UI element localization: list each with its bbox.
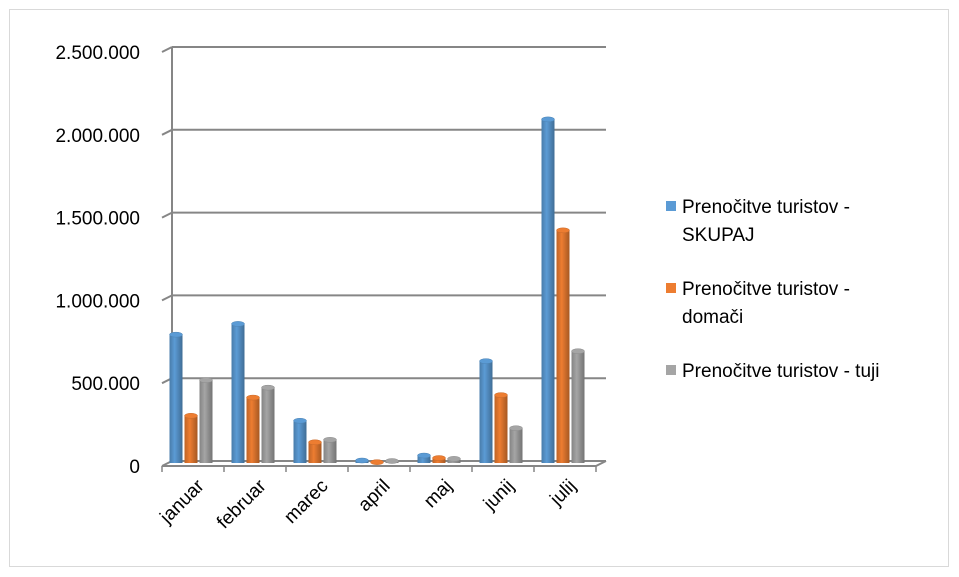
bar-cap <box>308 439 322 446</box>
bar-cap <box>246 394 260 401</box>
bar-body <box>323 439 337 463</box>
chart-frame <box>9 9 949 567</box>
bar-body <box>184 415 198 463</box>
legend-label: SKUPAJ <box>682 225 755 246</box>
bar-body <box>293 420 307 463</box>
x-tick-label: marec <box>280 476 332 528</box>
bar-body <box>169 334 183 463</box>
bar-body <box>494 395 508 463</box>
x-tick-label: junij <box>479 476 518 515</box>
gridline-tick <box>161 128 173 136</box>
bar <box>184 413 198 463</box>
bar <box>231 321 245 463</box>
bar-body <box>417 455 431 463</box>
bar-cap <box>184 413 198 419</box>
x-tick-label: maj <box>420 476 457 513</box>
bar-cap <box>541 116 555 123</box>
bar-body <box>556 230 570 463</box>
y-tick-label: 2.500.000 <box>55 43 140 64</box>
bar-body <box>541 119 555 463</box>
bar <box>355 457 369 464</box>
bar-body <box>308 442 322 463</box>
bar-body <box>571 351 585 463</box>
gridlines <box>161 46 607 472</box>
legend-entry: Prenočitve turistov - SKUPAJ <box>666 197 850 246</box>
x-axis-ticks: januar februar marec april maj junij julij <box>156 475 581 533</box>
x-tick-label: februar <box>213 475 271 533</box>
bar-cap <box>261 384 275 391</box>
bar <box>261 384 275 463</box>
gridline-tick <box>161 294 173 302</box>
legend-label: domači <box>682 307 743 328</box>
x-tick-label: april <box>354 476 394 516</box>
bar-cap <box>199 377 213 383</box>
bar <box>308 439 322 463</box>
bar <box>169 331 183 463</box>
legend-label: Prenočitve turistov - <box>682 279 850 300</box>
bar-body <box>246 397 260 463</box>
bar <box>199 377 213 463</box>
bar <box>541 116 555 463</box>
bar-cap <box>417 452 431 459</box>
bar <box>293 418 307 463</box>
legend-entry: Prenočitve turistov - domači <box>666 279 850 328</box>
bar-body <box>231 323 245 463</box>
bar <box>417 452 431 463</box>
legend-label: Prenočitve turistov - <box>682 197 850 218</box>
bar <box>479 358 493 463</box>
bar-cap <box>293 418 307 424</box>
bar <box>323 437 337 463</box>
bar-cap <box>494 392 508 398</box>
bars <box>169 116 585 465</box>
bar-cap <box>556 227 570 234</box>
bar <box>385 458 399 464</box>
bar-cap <box>323 437 337 443</box>
bar-cap <box>355 457 369 464</box>
bar-body <box>509 428 523 463</box>
bar-body <box>261 387 275 463</box>
floor-right-edge <box>595 460 607 467</box>
legend-swatch <box>666 201 676 211</box>
x-tick-label: januar <box>156 475 209 528</box>
bar <box>447 456 461 463</box>
bar-cap <box>231 321 245 327</box>
bar-cap <box>571 348 585 354</box>
bar-body <box>479 361 493 463</box>
bar-cap <box>385 458 399 464</box>
bar <box>509 425 523 463</box>
bar <box>571 348 585 463</box>
bar-cap <box>169 331 183 338</box>
bar <box>494 392 508 463</box>
y-tick-label: 0 <box>129 457 140 478</box>
bar-cap <box>509 425 523 431</box>
legend-swatch <box>666 283 676 293</box>
gridline-tick <box>161 46 173 53</box>
x-tick-label: julij <box>546 476 581 511</box>
bar-body <box>199 380 213 463</box>
y-tick-label: 500.000 <box>71 374 140 395</box>
bar <box>246 394 260 463</box>
bar <box>370 459 384 465</box>
legend-label: Prenočitve turistov - tuji <box>682 361 879 382</box>
y-tick-label: 1.500.000 <box>55 209 140 230</box>
bar-cap <box>479 358 493 364</box>
legend-swatch <box>666 365 676 375</box>
y-tick-label: 1.000.000 <box>55 291 140 312</box>
bar-cap <box>447 456 461 462</box>
y-tick-label: 2.000.000 <box>55 126 140 147</box>
bar <box>432 455 446 463</box>
gridline-tick <box>161 211 173 219</box>
bar-cap <box>370 459 384 465</box>
bar-cap <box>432 455 446 461</box>
legend-entry: Prenočitve turistov - tuji <box>666 361 879 382</box>
bar <box>556 227 570 463</box>
y-axis-ticks: 0 500.000 1.000.000 1.500.000 2.000.000 2.500… <box>55 43 140 478</box>
